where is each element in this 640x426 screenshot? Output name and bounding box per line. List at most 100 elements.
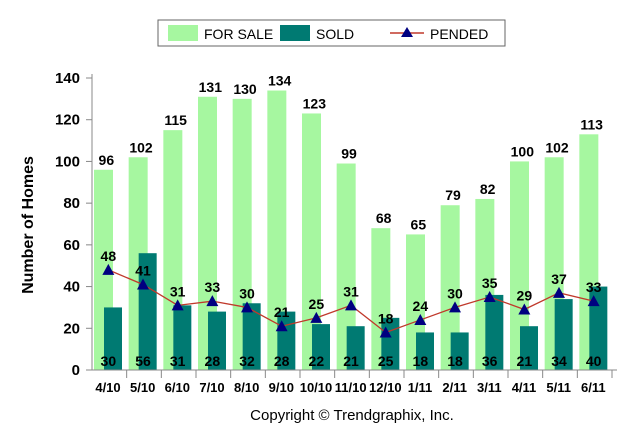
marker-pended	[518, 303, 531, 315]
label-pended: 33	[586, 279, 602, 295]
label-sold: 28	[274, 353, 290, 369]
label-pended: 18	[378, 310, 394, 326]
label-for-sale: 123	[303, 95, 327, 111]
y-tick-label: 80	[63, 195, 80, 212]
label-for-sale: 113	[580, 116, 603, 132]
label-pended: 25	[309, 296, 325, 312]
marker-pended	[449, 301, 461, 313]
label-for-sale: 100	[511, 143, 535, 159]
legend-label-sold: SOLD	[316, 26, 354, 42]
label-for-sale: 82	[480, 181, 496, 197]
legend-label-pended: PENDED	[430, 26, 488, 42]
marker-pended	[310, 311, 323, 323]
marker-pended	[587, 295, 600, 307]
bar-for-sale	[336, 163, 356, 370]
bar-sold	[208, 311, 226, 370]
y-tick-label: 20	[63, 320, 80, 337]
y-tick-label: 0	[72, 362, 80, 379]
label-sold: 25	[378, 353, 394, 369]
label-sold: 31	[170, 353, 186, 369]
label-for-sale: 130	[233, 81, 257, 97]
legend-label-for-sale: FOR SALE	[204, 26, 273, 42]
bar-sold	[104, 307, 122, 370]
bar-sold	[312, 324, 330, 370]
label-for-sale: 96	[99, 152, 115, 168]
label-pended: 35	[482, 275, 498, 291]
label-pended: 29	[517, 288, 533, 304]
bar-sold	[485, 294, 504, 370]
label-pended: 37	[551, 271, 567, 287]
legend: FOR SALE SOLD PENDED	[157, 19, 506, 47]
marker-pended	[102, 263, 115, 275]
bar-sold	[589, 286, 608, 370]
label-pended: 24	[413, 298, 429, 314]
label-for-sale: 102	[129, 139, 153, 155]
marker-pended	[137, 278, 149, 290]
marker-pended	[553, 286, 565, 298]
x-tick-label: 6/10	[165, 380, 190, 395]
legend-box	[157, 19, 506, 47]
bar-sold	[346, 326, 365, 370]
bar-sold	[173, 305, 192, 370]
label-for-sale: 99	[341, 146, 357, 162]
label-sold: 34	[551, 353, 567, 369]
marker-pended	[275, 320, 288, 332]
label-sold: 28	[205, 353, 221, 369]
y-axis-label: Number of Homes	[20, 156, 37, 294]
y-tick-label: 100	[55, 153, 80, 170]
label-for-sale: 68	[376, 210, 392, 226]
legend-marker-pended	[401, 27, 413, 37]
label-for-sale: 134	[268, 73, 292, 89]
marker-pended	[483, 291, 496, 302]
x-tick-label: 8/10	[234, 380, 259, 395]
y-tick-label: 40	[63, 279, 80, 296]
x-tick-label: 4/11	[512, 380, 537, 395]
marker-pended	[414, 313, 427, 325]
bar-for-sale	[510, 161, 529, 370]
legend-swatch-for-sale	[168, 25, 198, 41]
bar-for-sale	[302, 113, 321, 370]
x-tick-label: 1/11	[408, 380, 433, 395]
label-for-sale: 131	[199, 79, 223, 95]
label-pended: 31	[343, 283, 359, 299]
label-pended: 33	[205, 279, 221, 295]
label-pended: 30	[447, 285, 463, 301]
label-sold: 30	[101, 353, 117, 369]
bar-sold	[416, 332, 434, 370]
y-tick-label: 120	[55, 112, 80, 129]
bar-sold	[554, 299, 573, 370]
label-sold: 18	[413, 353, 429, 369]
legend-swatch-sold	[280, 25, 310, 41]
bar-sold	[450, 332, 469, 370]
x-tick-label: 12/10	[369, 380, 402, 395]
label-sold: 21	[517, 353, 533, 369]
marker-pended	[345, 299, 357, 311]
x-tick-label: 5/10	[130, 380, 155, 395]
label-sold: 36	[482, 353, 498, 369]
label-pended: 41	[135, 262, 151, 278]
bar-sold	[520, 326, 538, 370]
x-tick-label: 5/11	[546, 380, 571, 395]
marker-pended	[206, 295, 219, 307]
label-for-sale: 65	[411, 216, 427, 232]
label-sold: 21	[343, 353, 359, 369]
label-pended: 31	[170, 283, 186, 299]
label-pended: 48	[101, 248, 117, 264]
x-tick-label: 10/10	[300, 380, 333, 395]
label-for-sale: 102	[545, 139, 569, 155]
x-tick-label: 3/11	[477, 380, 502, 395]
marker-pended	[379, 326, 392, 338]
y-tick-label: 60	[63, 237, 80, 254]
x-tick-label: 9/10	[269, 380, 294, 395]
marker-pended	[171, 299, 184, 311]
x-tick-label: 11/10	[335, 380, 367, 395]
x-tick-label: 2/11	[442, 380, 467, 395]
bar-for-sale	[267, 90, 287, 370]
label-for-sale: 79	[445, 187, 461, 203]
x-tick-label: 6/11	[581, 380, 606, 395]
label-pended: 21	[274, 304, 290, 320]
marker-pended	[241, 301, 253, 313]
copyright-footer: Copyright © Trendgraphix, Inc.	[250, 407, 454, 424]
x-tick-label: 4/10	[95, 380, 120, 395]
bar-sold	[242, 303, 261, 370]
